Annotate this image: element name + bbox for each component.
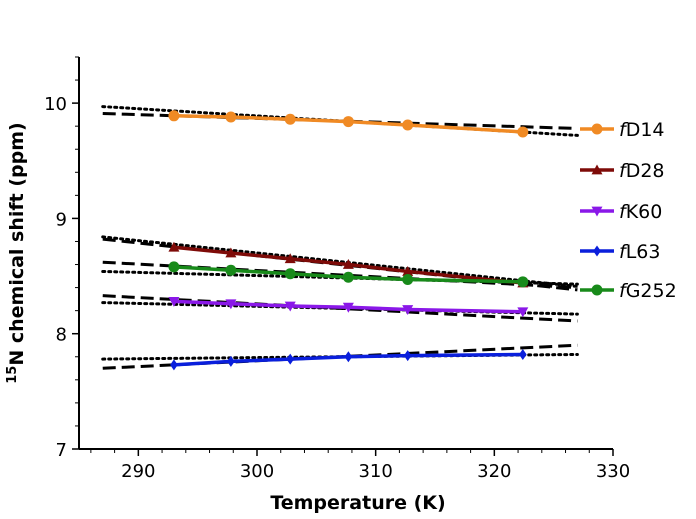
y-tick-label: 7: [56, 440, 67, 461]
data-point: [402, 305, 414, 315]
series-d28: [168, 241, 529, 288]
legend-label-prefix: f: [619, 241, 629, 263]
series-line: [173, 114, 523, 134]
x-tick-label: 310: [358, 461, 392, 482]
series-g252: [168, 261, 529, 288]
legend-label-name: L63: [626, 241, 661, 263]
data-point: [591, 206, 603, 217]
legend-label-name: D28: [626, 160, 665, 182]
y-axis-title: 15N chemical shift (ppm): [5, 122, 28, 384]
data-point: [225, 264, 237, 276]
y-axis-title-main: N chemical shift (ppm): [6, 122, 28, 365]
legend-label: fL63: [619, 241, 660, 263]
data-point: [227, 355, 235, 367]
data-series: [168, 110, 529, 371]
data-point: [402, 119, 414, 131]
data-point: [284, 268, 296, 280]
legend-label-name: D14: [626, 119, 665, 141]
legend-item-k60: fK60: [580, 201, 662, 223]
series-l63: [170, 348, 527, 371]
data-point: [342, 302, 354, 313]
fit-lines: [101, 105, 579, 370]
x-tick-label: 290: [121, 461, 155, 482]
x-axis-title: Temperature (K): [270, 492, 445, 514]
series-d14: [168, 110, 529, 138]
data-point: [517, 307, 529, 318]
data-point: [517, 126, 529, 138]
legend-label-prefix: f: [619, 119, 629, 141]
legend-label-prefix: f: [619, 160, 629, 182]
legend-label-name: G252: [626, 280, 677, 302]
data-point: [403, 350, 412, 362]
x-tick-label: 300: [240, 461, 274, 482]
legend-label-prefix: f: [619, 280, 629, 302]
data-point: [342, 116, 354, 128]
data-point: [517, 276, 529, 288]
data-point: [342, 271, 354, 283]
legend-label: fD14: [619, 119, 665, 141]
data-point: [342, 259, 354, 269]
data-point: [225, 299, 237, 310]
series-line: [173, 265, 523, 284]
legend-label-prefix: f: [619, 201, 629, 223]
series-k60: [168, 297, 529, 318]
legend-item-d14: fD14: [580, 119, 665, 141]
y-tick-label: 9: [56, 209, 67, 230]
data-point: [402, 265, 414, 276]
legend-label-name: K60: [626, 201, 663, 223]
data-point: [344, 351, 353, 363]
axes: [78, 57, 613, 450]
data-point: [168, 261, 180, 273]
fit-line-dotted: [101, 235, 579, 288]
data-point: [168, 297, 180, 307]
data-point: [225, 111, 237, 123]
y-tick-label: 8: [56, 325, 67, 346]
legend-item-d28: fD28: [580, 160, 665, 182]
y-axis-title-superscript: 15: [5, 366, 20, 384]
data-point: [284, 301, 296, 312]
legend-label: fG252: [619, 280, 677, 302]
data-point: [286, 353, 295, 365]
legend-label: fD28: [619, 160, 665, 182]
data-point: [518, 348, 527, 360]
y-tick-label: 10: [44, 94, 67, 115]
data-point: [170, 359, 178, 371]
series-line: [173, 245, 523, 285]
x-tick-label: 330: [596, 461, 630, 482]
legend-item-l63: fL63: [580, 241, 660, 263]
legend-label: fK60: [619, 201, 662, 223]
data-point: [168, 241, 180, 252]
x-tick-label: 320: [477, 461, 511, 482]
legend-item-g252: fG252: [580, 280, 677, 302]
data-point: [591, 123, 603, 135]
data-point: [591, 164, 603, 175]
data-point: [225, 247, 237, 258]
data-point: [591, 284, 603, 296]
series-line: [173, 352, 523, 367]
data-point: [402, 274, 414, 286]
series-line: [173, 299, 523, 314]
data-point: [284, 113, 296, 125]
data-point: [593, 245, 601, 257]
data-point: [168, 110, 180, 122]
ticks: 290 300 310 320 330 7 8 9 10: [44, 56, 630, 482]
data-point: [284, 253, 296, 264]
